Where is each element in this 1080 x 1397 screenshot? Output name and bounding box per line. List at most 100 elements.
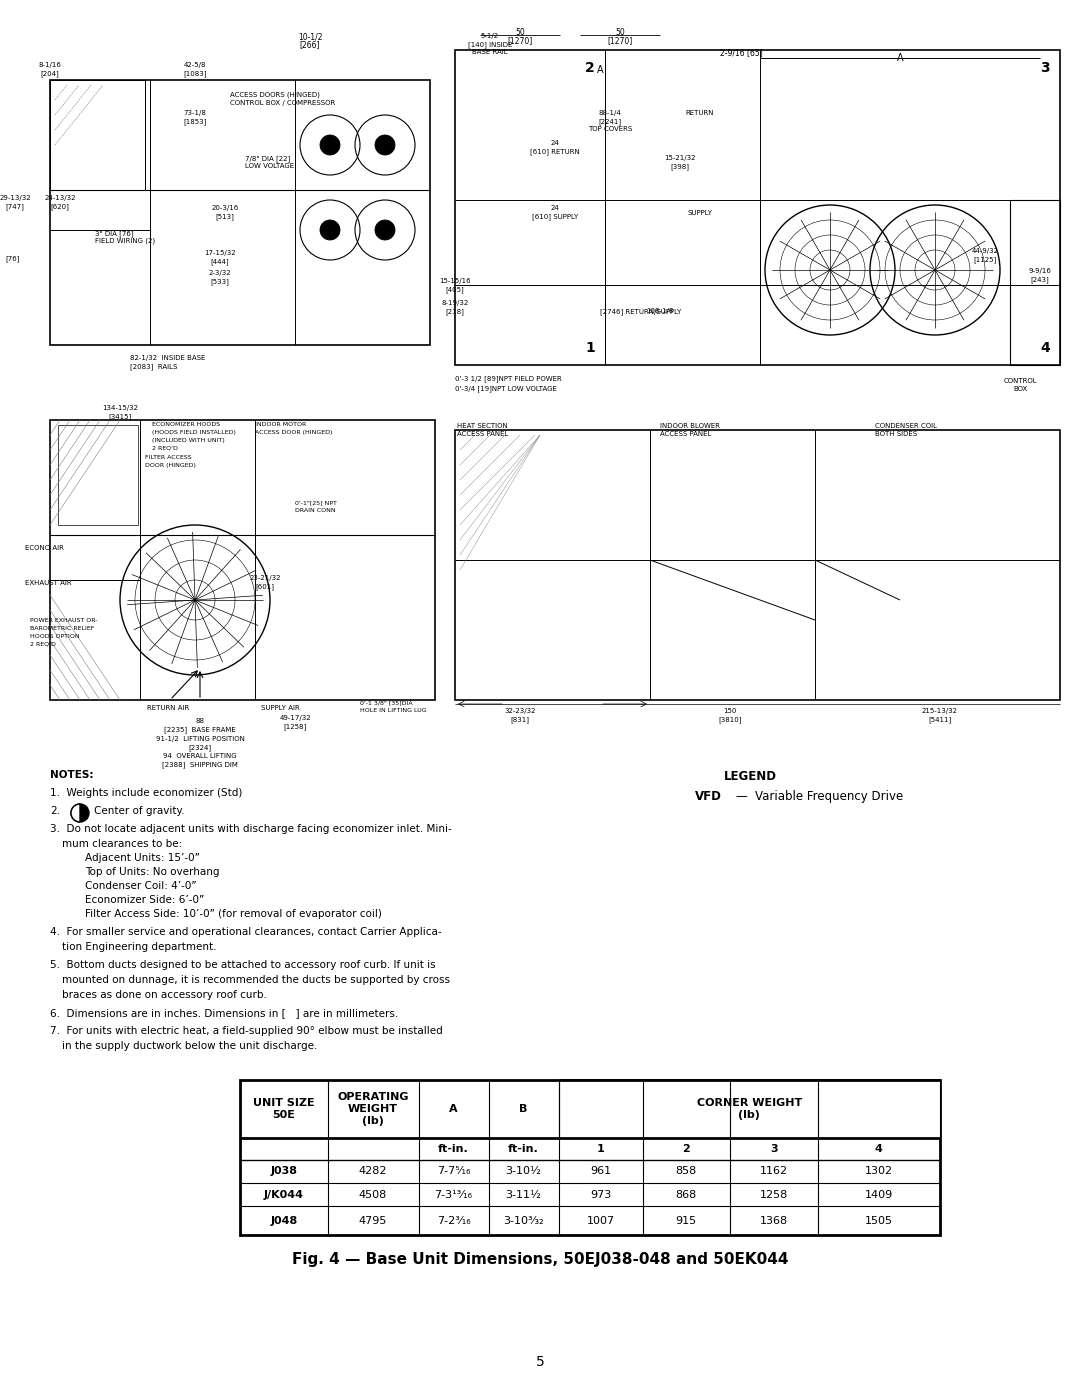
Bar — [50, 80, 145, 190]
Text: ft-in.: ft-in. — [438, 1144, 469, 1154]
Text: [610] SUPPLY: [610] SUPPLY — [531, 212, 578, 219]
Text: 24-13/32: 24-13/32 — [44, 196, 76, 201]
Text: Filter Access Side: 10’-0” (for removal of evaporator coil): Filter Access Side: 10’-0” (for removal … — [85, 909, 382, 919]
Text: [620]: [620] — [51, 203, 69, 210]
Text: A: A — [896, 53, 903, 63]
Text: FILTER ACCESS: FILTER ACCESS — [145, 455, 191, 460]
Bar — [240, 1080, 940, 1235]
Text: [513]: [513] — [216, 212, 234, 219]
Text: 4.  For smaller service and operational clearances, contact Carrier Applica-: 4. For smaller service and operational c… — [50, 928, 442, 937]
Text: A: A — [449, 1104, 458, 1113]
Text: [405]: [405] — [446, 286, 464, 293]
Text: 3-10½: 3-10½ — [505, 1166, 541, 1176]
Text: ACCESS DOOR (HINGED): ACCESS DOOR (HINGED) — [255, 430, 333, 434]
Text: 1505: 1505 — [865, 1215, 893, 1225]
Text: 4795: 4795 — [359, 1215, 388, 1225]
Text: [76]: [76] — [5, 256, 19, 261]
Circle shape — [375, 219, 395, 240]
Text: Fig. 4 — Base Unit Dimensions, 50EJ038-048 and 50EK044: Fig. 4 — Base Unit Dimensions, 50EJ038-0… — [292, 1252, 788, 1267]
Text: CONTROL: CONTROL — [1003, 379, 1037, 384]
Text: [1125]: [1125] — [973, 256, 997, 263]
Text: 2 REQ'D: 2 REQ'D — [30, 643, 56, 647]
Text: 91-1/2  LIFTING POSITION: 91-1/2 LIFTING POSITION — [156, 736, 244, 742]
Text: [1083]: [1083] — [184, 70, 206, 77]
Text: J048: J048 — [270, 1215, 297, 1225]
Text: 7-7⁵⁄₁₆: 7-7⁵⁄₁₆ — [436, 1166, 470, 1176]
Text: DOOR (HINGED): DOOR (HINGED) — [145, 462, 195, 468]
Text: 915: 915 — [676, 1215, 697, 1225]
Text: (HOODS FIELD INSTALLED): (HOODS FIELD INSTALLED) — [152, 430, 235, 434]
Text: 44-9/32: 44-9/32 — [972, 249, 999, 254]
Text: 94  OVERALL LIFTING: 94 OVERALL LIFTING — [163, 753, 237, 759]
Text: [1853]: [1853] — [184, 117, 206, 124]
Text: VFD: VFD — [696, 789, 721, 803]
Text: 973: 973 — [590, 1189, 611, 1200]
Circle shape — [71, 805, 89, 821]
Text: POWER EXHAUST OR-: POWER EXHAUST OR- — [30, 617, 97, 623]
Text: [2388]  SHIPPING DIM: [2388] SHIPPING DIM — [162, 761, 238, 768]
Text: A: A — [596, 66, 604, 75]
Text: 5.  Bottom ducts designed to be attached to accessory roof curb. If unit is: 5. Bottom ducts designed to be attached … — [50, 960, 435, 970]
Text: [243]: [243] — [1030, 277, 1050, 282]
Text: [533]: [533] — [211, 278, 229, 285]
Text: CONDENSER COIL: CONDENSER COIL — [875, 423, 937, 429]
Text: ECONO AIR: ECONO AIR — [25, 545, 64, 550]
Text: 1409: 1409 — [865, 1189, 893, 1200]
Text: 3: 3 — [1040, 61, 1050, 75]
Text: SUPPLY: SUPPLY — [688, 210, 713, 217]
Text: 50: 50 — [616, 28, 625, 36]
Text: mounted on dunnage, it is recommended the ducts be supported by cross: mounted on dunnage, it is recommended th… — [62, 975, 450, 985]
Text: 88-1/4: 88-1/4 — [598, 110, 621, 116]
Text: 868: 868 — [676, 1189, 697, 1200]
Text: LOW VOLTAGE: LOW VOLTAGE — [245, 163, 294, 169]
Circle shape — [375, 136, 395, 155]
Circle shape — [320, 219, 340, 240]
Text: UNIT SIZE
50E: UNIT SIZE 50E — [253, 1098, 314, 1120]
Text: NOTES:: NOTES: — [50, 770, 94, 780]
Text: BOX: BOX — [1013, 386, 1027, 393]
Text: 29-13/32: 29-13/32 — [0, 196, 31, 201]
Text: 2: 2 — [683, 1144, 690, 1154]
Text: 2-3/32: 2-3/32 — [208, 270, 231, 277]
Text: 24: 24 — [551, 205, 559, 211]
Text: 50: 50 — [515, 28, 525, 36]
Text: (INCLUDED WITH UNIT): (INCLUDED WITH UNIT) — [152, 439, 225, 443]
Bar — [50, 420, 435, 700]
Text: HOODS OPTION: HOODS OPTION — [30, 634, 80, 638]
Text: [3810]: [3810] — [718, 717, 742, 722]
Text: [2083]  RAILS: [2083] RAILS — [130, 363, 177, 370]
Bar — [50, 80, 430, 345]
Text: Variable Frequency Drive: Variable Frequency Drive — [755, 789, 903, 803]
Text: [3415]: [3415] — [108, 414, 132, 419]
Text: Economizer Side: 6’-0”: Economizer Side: 6’-0” — [85, 895, 204, 905]
Text: INDOOR BLOWER: INDOOR BLOWER — [660, 423, 720, 429]
Text: [2235]  BASE FRAME: [2235] BASE FRAME — [164, 726, 235, 733]
Text: 15-21/32: 15-21/32 — [664, 155, 696, 161]
Text: 20-3/16: 20-3/16 — [212, 205, 239, 211]
Text: 6.  Dimensions are in inches. Dimensions in [   ] are in millimeters.: 6. Dimensions are in inches. Dimensions … — [50, 1009, 399, 1018]
Text: 1162: 1162 — [759, 1166, 787, 1176]
Bar — [58, 425, 138, 525]
Text: ACCESS PANEL: ACCESS PANEL — [457, 432, 509, 437]
Text: 4: 4 — [875, 1144, 882, 1154]
Text: 7.  For units with electric heat, a field-supplied 90° elbow must be installed: 7. For units with electric heat, a field… — [50, 1025, 443, 1037]
Text: BASE RAIL: BASE RAIL — [472, 49, 508, 54]
Text: 1258: 1258 — [759, 1189, 788, 1200]
Text: RETURN: RETURN — [686, 110, 714, 116]
Text: HEAT SECTION: HEAT SECTION — [457, 423, 508, 429]
Text: [204]: [204] — [41, 70, 59, 77]
Text: mum clearances to be:: mum clearances to be: — [62, 840, 183, 849]
Text: [747]: [747] — [5, 203, 25, 210]
Text: [444]: [444] — [211, 258, 229, 265]
Bar — [455, 430, 1059, 700]
Text: 1: 1 — [585, 341, 595, 355]
Text: [601]: [601] — [256, 583, 274, 590]
Text: 0'-1"[25] NPT: 0'-1"[25] NPT — [295, 500, 337, 504]
Text: [1258]: [1258] — [283, 724, 307, 729]
Text: [398]: [398] — [671, 163, 689, 170]
Bar — [455, 50, 1059, 365]
Text: 108-1/8: 108-1/8 — [646, 307, 674, 314]
Text: 858: 858 — [676, 1166, 697, 1176]
Text: 4: 4 — [1040, 341, 1050, 355]
Text: EXHAUST AIR: EXHAUST AIR — [25, 580, 71, 585]
